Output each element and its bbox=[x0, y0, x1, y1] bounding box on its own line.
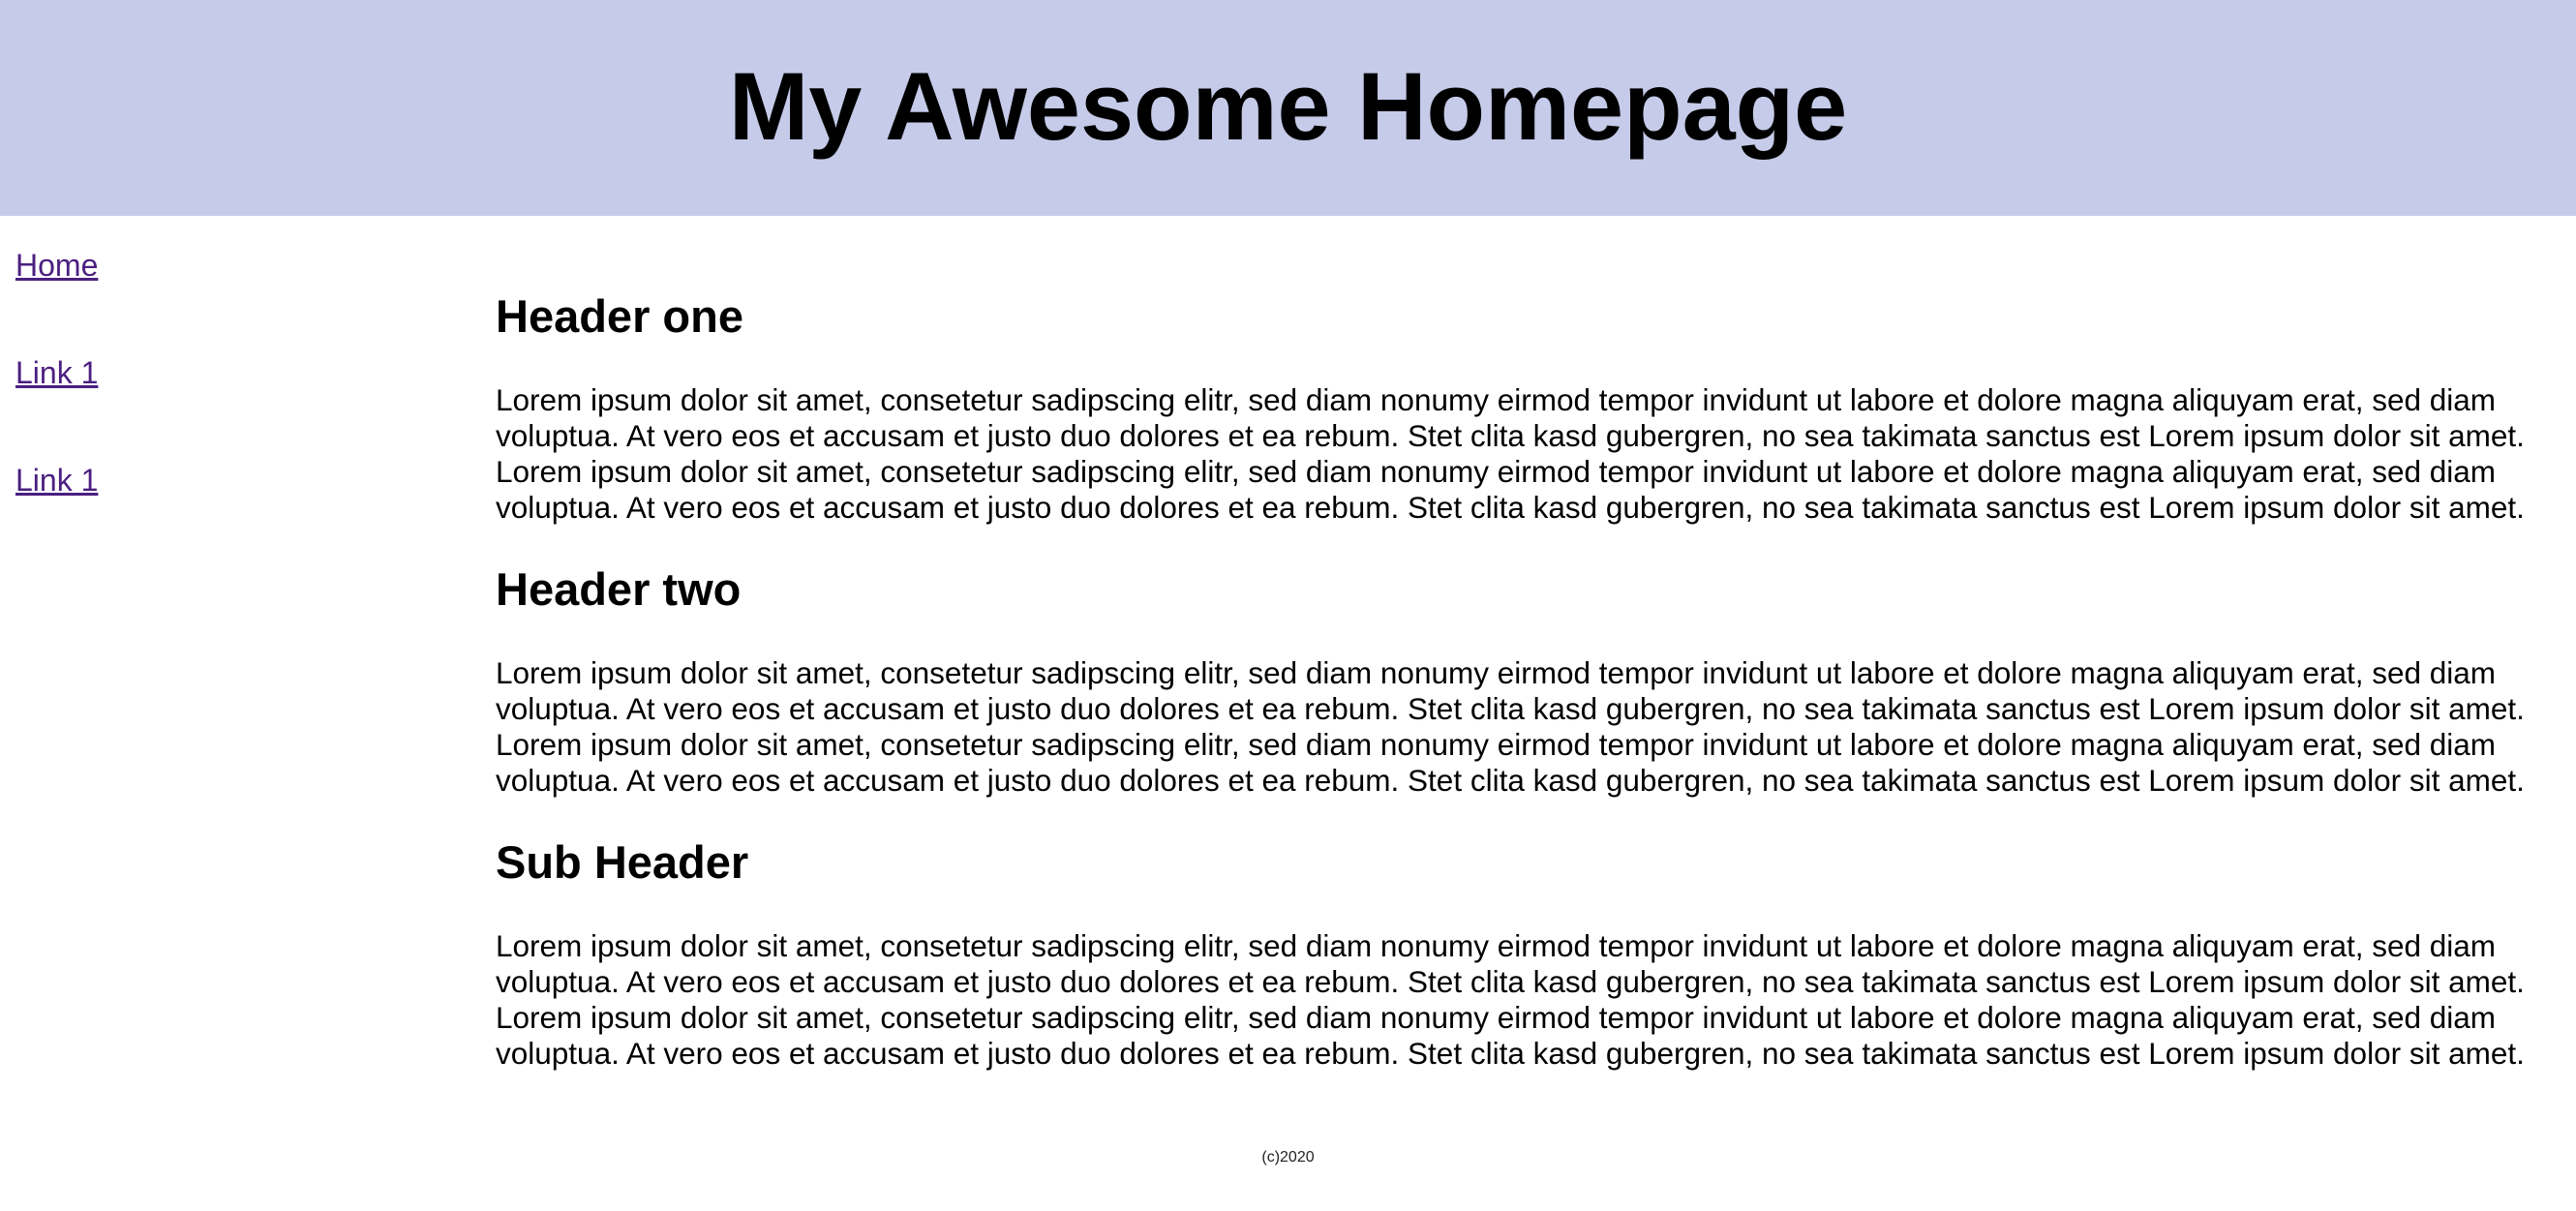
site-title: My Awesome Homepage bbox=[728, 52, 1848, 160]
nav-link-1-second[interactable]: Link 1 bbox=[15, 463, 99, 498]
footer-copyright: (c)2020 bbox=[1261, 1149, 1315, 1166]
section-body: Lorem ipsum dolor sit amet, consetetur s… bbox=[496, 928, 2525, 1071]
section-heading: Header two bbox=[496, 563, 742, 615]
section-body: Lorem ipsum dolor sit amet, consetetur s… bbox=[496, 655, 2525, 798]
section-body: Lorem ipsum dolor sit amet, consetetur s… bbox=[496, 382, 2525, 525]
nav-link-home[interactable]: Home bbox=[15, 248, 99, 283]
section-heading: Header one bbox=[496, 290, 743, 342]
header-banner: My Awesome Homepage bbox=[0, 0, 2576, 216]
section-heading: Sub Header bbox=[496, 836, 749, 888]
nav-link-1[interactable]: Link 1 bbox=[15, 355, 99, 390]
